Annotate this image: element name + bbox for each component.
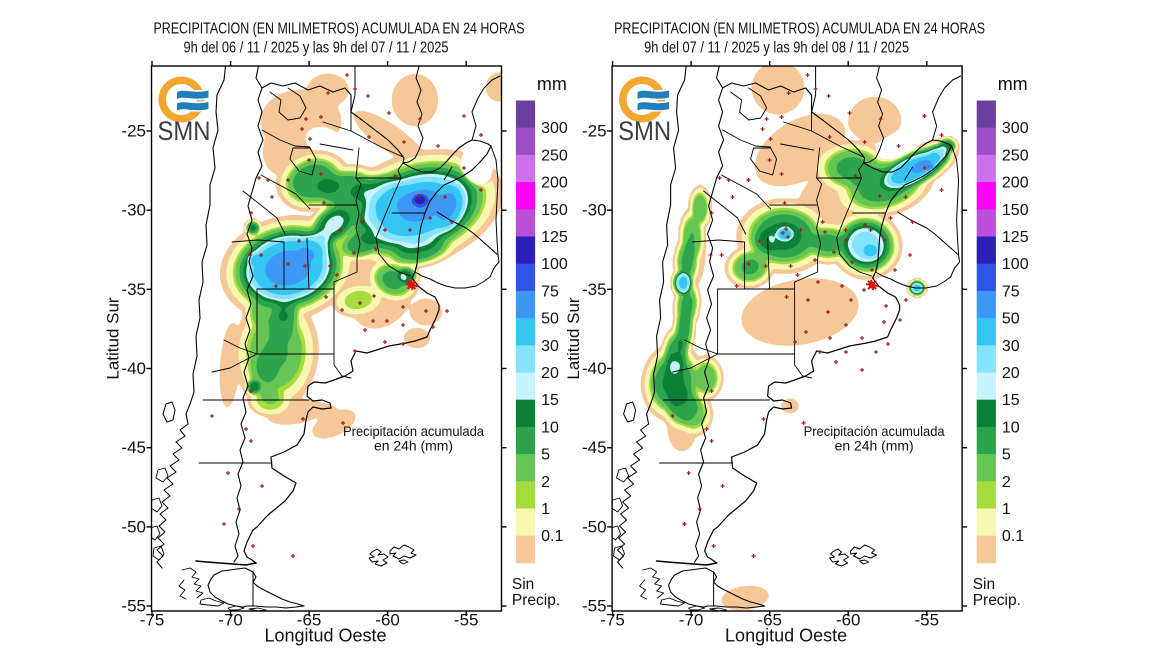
svg-text:Precip.: Precip. (512, 592, 560, 609)
svg-text:9h del 07 / 11 / 2025 y las 9: 9h del 07 / 11 / 2025 y las 9h del 08 / … (644, 40, 909, 57)
svg-text:-55: -55 (582, 597, 607, 616)
svg-text:-65: -65 (297, 611, 322, 630)
svg-text:100: 100 (541, 256, 568, 273)
svg-text:-45: -45 (582, 438, 607, 457)
svg-text:PRECIPITACION (EN MILIMETROS): PRECIPITACION (EN MILIMETROS) ACUMULADA … (614, 21, 985, 38)
svg-text:-30: -30 (582, 201, 607, 220)
svg-text:30: 30 (1002, 338, 1020, 355)
svg-text:10: 10 (541, 419, 559, 436)
svg-text:-60: -60 (836, 611, 861, 630)
svg-text:Precipitación acumulada: Precipitación acumulada (804, 423, 945, 439)
svg-text:Sin: Sin (973, 576, 995, 593)
svg-text:5: 5 (1002, 447, 1011, 464)
svg-text:SMN: SMN (618, 116, 671, 146)
svg-text:1: 1 (1002, 501, 1011, 518)
svg-text:-25: -25 (121, 122, 146, 141)
svg-text:-75: -75 (140, 611, 165, 630)
svg-text:125: 125 (1002, 229, 1029, 246)
svg-text:Precip.: Precip. (973, 592, 1021, 609)
svg-text:15: 15 (1002, 392, 1020, 409)
svg-text:-55: -55 (121, 597, 146, 616)
svg-text:SMN: SMN (158, 116, 211, 146)
svg-text:-70: -70 (218, 611, 243, 630)
svg-text:-55: -55 (915, 611, 940, 630)
svg-text:-40: -40 (121, 359, 146, 378)
svg-text:-60: -60 (375, 611, 400, 630)
svg-text:-30: -30 (121, 201, 146, 220)
svg-text:Longitud Oeste: Longitud Oeste (725, 626, 847, 646)
svg-text:75: 75 (1002, 283, 1020, 300)
svg-text:15: 15 (541, 392, 559, 409)
svg-text:en 24h (mm): en 24h (mm) (374, 438, 453, 454)
svg-text:-70: -70 (679, 611, 704, 630)
svg-text:50: 50 (541, 311, 559, 328)
svg-text:150: 150 (1002, 202, 1029, 219)
svg-text:250: 250 (1002, 147, 1029, 164)
svg-text:300: 300 (541, 120, 568, 137)
svg-text:-65: -65 (757, 611, 782, 630)
svg-text:Longitud Oeste: Longitud Oeste (264, 626, 386, 646)
svg-text:300: 300 (1002, 120, 1029, 137)
svg-text:-75: -75 (600, 611, 625, 630)
svg-text:-25: -25 (582, 122, 607, 141)
svg-text:9h del 06 / 11 / 2025 y las 9: 9h del 06 / 11 / 2025 y las 9h del 07 / … (184, 40, 449, 57)
svg-text:30: 30 (541, 338, 559, 355)
svg-text:Latitud Sur: Latitud Sur (104, 297, 123, 380)
svg-text:200: 200 (541, 175, 568, 192)
svg-text:20: 20 (541, 365, 559, 382)
svg-text:2: 2 (541, 474, 550, 491)
svg-text:-45: -45 (121, 438, 146, 457)
svg-text:250: 250 (541, 147, 568, 164)
svg-text:mm: mm (998, 74, 1028, 94)
svg-text:150: 150 (541, 202, 568, 219)
svg-text:100: 100 (1002, 256, 1029, 273)
svg-text:-50: -50 (121, 517, 146, 536)
svg-text:-40: -40 (582, 359, 607, 378)
svg-text:-55: -55 (454, 611, 479, 630)
svg-text:0.1: 0.1 (541, 528, 563, 545)
svg-text:Sin: Sin (512, 576, 534, 593)
svg-text:200: 200 (1002, 175, 1029, 192)
svg-text:0.1: 0.1 (1002, 528, 1024, 545)
svg-text:PRECIPITACION (EN MILIMETROS): PRECIPITACION (EN MILIMETROS) ACUMULADA … (154, 21, 525, 38)
svg-text:Latitud Sur: Latitud Sur (564, 297, 583, 380)
svg-text:50: 50 (1002, 311, 1020, 328)
svg-text:-50: -50 (582, 517, 607, 536)
svg-text:125: 125 (541, 229, 568, 246)
svg-text:1: 1 (541, 501, 550, 518)
svg-text:20: 20 (1002, 365, 1020, 382)
svg-text:-35: -35 (121, 280, 146, 299)
svg-text:Precipitación acumulada: Precipitación acumulada (343, 423, 484, 439)
svg-text:en 24h (mm): en 24h (mm) (835, 438, 914, 454)
svg-text:mm: mm (537, 74, 567, 94)
svg-text:75: 75 (541, 283, 559, 300)
svg-text:10: 10 (1002, 419, 1020, 436)
svg-text:5: 5 (541, 447, 550, 464)
svg-text:-35: -35 (582, 280, 607, 299)
svg-text:2: 2 (1002, 474, 1011, 491)
